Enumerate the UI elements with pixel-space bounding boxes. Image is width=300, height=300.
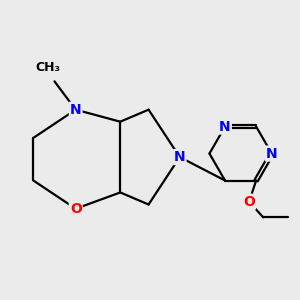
Text: O: O [243,195,255,209]
Text: CH₃: CH₃ [35,61,60,74]
Text: N: N [219,120,231,134]
Text: N: N [70,103,82,117]
Text: N: N [266,146,278,161]
Text: O: O [70,202,82,216]
Text: N: N [174,150,185,164]
